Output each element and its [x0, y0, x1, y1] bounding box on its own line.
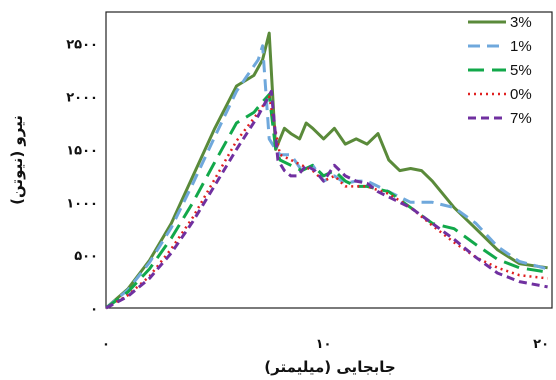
y-tick-label-5: ۲۵۰۰	[66, 38, 98, 53]
x-axis-title: جابجایی (میلیمتر)	[264, 358, 395, 376]
series-line-4	[105, 89, 548, 310]
series-line-0	[105, 31, 548, 310]
y-tick-labels: ۰ ۵۰۰ ۱۰۰۰ ۱۵۰۰ ۲۰۰۰ ۲۵۰۰	[66, 38, 98, 317]
y-tick-label-3: ۱۵۰۰	[66, 143, 98, 158]
legend-label-0: 3%	[510, 14, 532, 31]
series-line-2	[105, 93, 548, 310]
legend: 3% 1% 5% 0% 7%	[468, 14, 532, 127]
series-line-1	[105, 44, 548, 310]
x-tick-label-0: ۰	[102, 337, 110, 352]
legend-label-4: 7%	[510, 110, 532, 127]
series-line-3	[105, 95, 548, 310]
legend-label-1: 1%	[510, 38, 532, 55]
y-tick-label-1: ۵۰۰	[74, 249, 98, 264]
legend-label-3: 0%	[510, 86, 532, 103]
y-axis-title: نیرو (نیوتن)	[8, 115, 26, 205]
legend-label-2: 5%	[510, 62, 532, 79]
y-tick-label-0: ۰	[90, 302, 98, 317]
y-tick-label-4: ۲۰۰۰	[66, 91, 98, 106]
y-tick-label-2: ۱۰۰۰	[66, 196, 98, 211]
plot-frame	[105, 11, 553, 309]
x-tick-label-2: ۲۰	[533, 337, 549, 352]
x-tick-labels: ۰ ۱۰ ۲۰	[102, 337, 549, 352]
series-layer	[105, 31, 548, 310]
x-tick-label-1: ۱۰	[316, 337, 332, 352]
